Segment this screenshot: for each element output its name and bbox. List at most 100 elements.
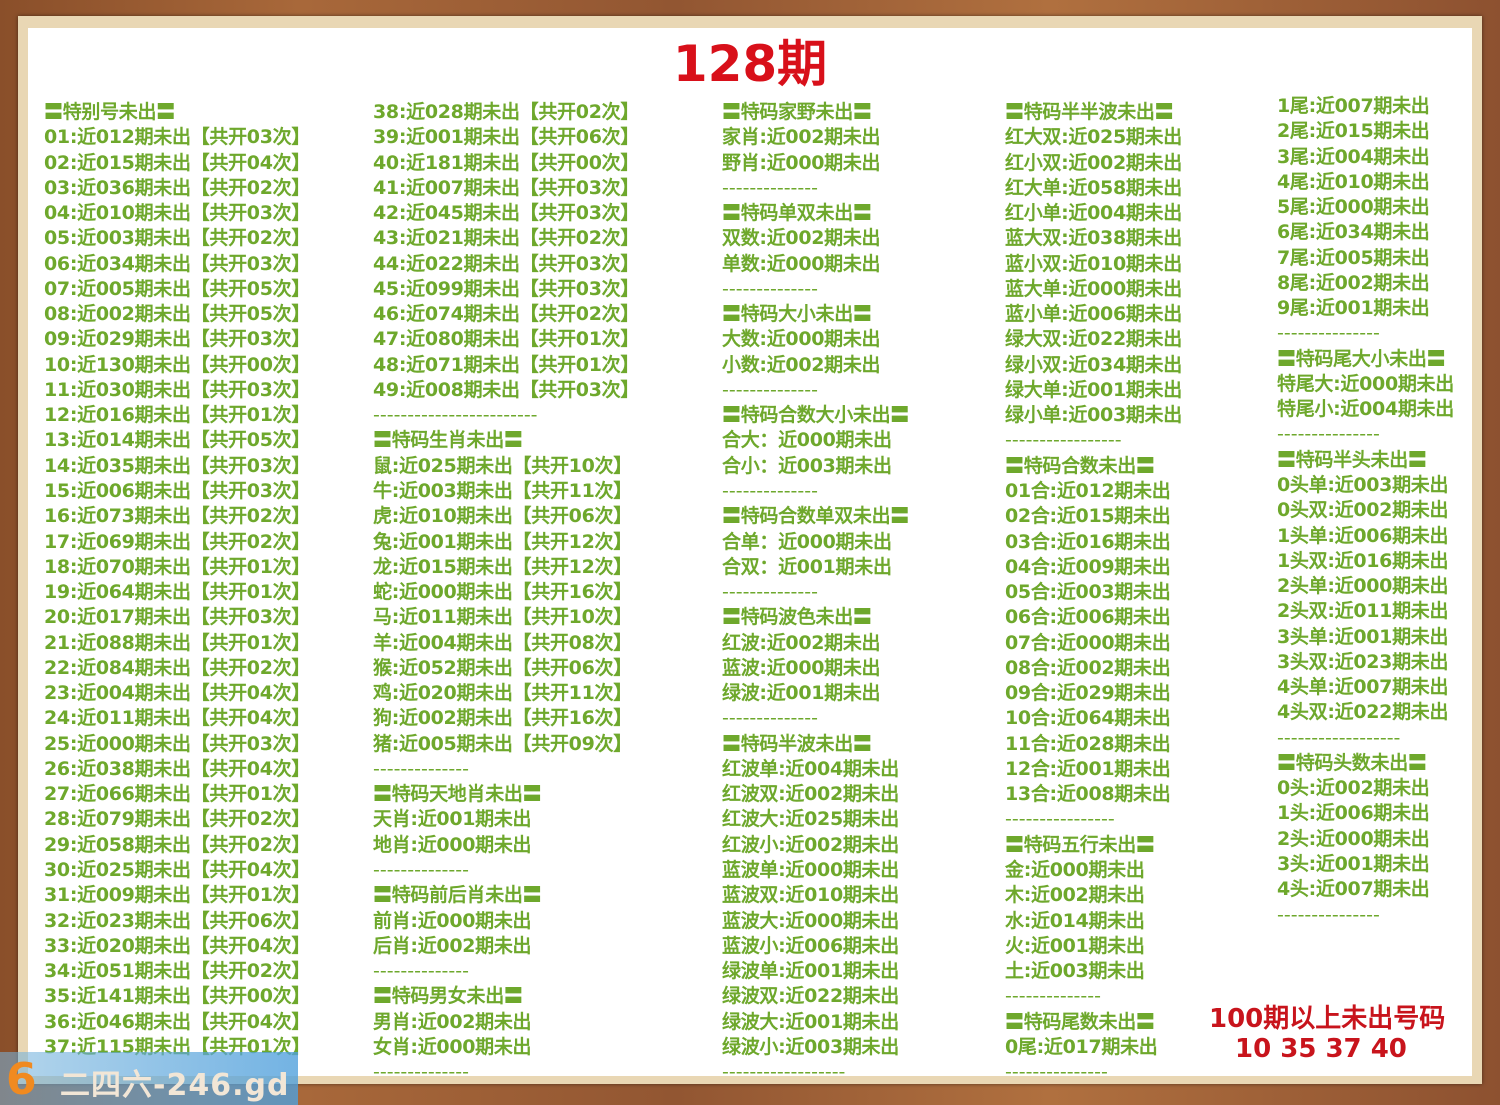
list-item: 4头双:近022期未出 <box>1277 701 1449 724</box>
list-item: 鼠:近025期未出【共开10次】 <box>373 454 632 477</box>
list-item: 4尾:近010期未出 <box>1277 170 1430 193</box>
list-item: 44:近022期未出【共开03次】 <box>373 252 640 275</box>
section-header: 〓特码合数未出〓 <box>1005 454 1155 477</box>
column-attributes-wave: 〓特码家野未出〓 家肖:近002期未出 野肖:近000期未出 ------------… <box>722 100 909 1085</box>
list-item: 07合:近000期未出 <box>1005 631 1171 654</box>
list-item: 绿波:近001期未出 <box>722 682 881 705</box>
list-item: 小数:近002期未出 <box>722 353 881 376</box>
list-item: 特尾小:近004期未出 <box>1277 398 1454 421</box>
list-item: 6尾:近034期未出 <box>1277 221 1430 244</box>
section-header: 〓特码合数单双未出〓 <box>722 505 910 528</box>
divider: -------------- <box>722 479 818 502</box>
list-item: 35:近141期未出【共开00次】 <box>44 985 311 1008</box>
list-item: 14:近035期未出【共开03次】 <box>44 454 311 477</box>
list-item: 28:近079期未出【共开02次】 <box>44 808 311 831</box>
list-item: 11:近030期未出【共开03次】 <box>44 378 311 401</box>
list-item: 蓝波小:近006期未出 <box>722 934 899 957</box>
section-header: 〓特码波色未出〓 <box>722 606 872 629</box>
list-item: 33:近020期未出【共开04次】 <box>44 934 311 957</box>
divider: ---------------- <box>1005 808 1115 831</box>
list-item: 土:近003期未出 <box>1005 960 1145 983</box>
divider: -------------- <box>373 858 469 881</box>
list-item: 牛:近003期未出【共开11次】 <box>373 479 632 502</box>
list-item: 绿小双:近034期未出 <box>1005 353 1182 376</box>
list-item: 红波大:近025期未出 <box>722 808 899 831</box>
over-100-numbers: 10 35 37 40 <box>1235 1034 1407 1064</box>
list-item: 20:近017期未出【共开03次】 <box>44 606 311 629</box>
list-item: 羊:近004期未出【共开08次】 <box>373 631 632 654</box>
list-item: 12合:近001期未出 <box>1005 757 1171 780</box>
list-item: 17:近069期未出【共开02次】 <box>44 530 311 553</box>
divider: --------------- <box>1277 322 1380 345</box>
list-item: 1头:近006期未出 <box>1277 802 1430 825</box>
list-item: 10合:近064期未出 <box>1005 707 1171 730</box>
list-item: 木:近002期未出 <box>1005 884 1145 907</box>
list-item: 猪:近005期未出【共开09次】 <box>373 732 632 755</box>
list-item: 3头双:近023期未出 <box>1277 650 1449 673</box>
list-item: 32:近023期未出【共开06次】 <box>44 909 311 932</box>
divider: --------------- <box>1005 1061 1108 1084</box>
divider: -------------- <box>373 757 469 780</box>
section-header: 〓特码半波未出〓 <box>722 732 872 755</box>
list-item: 03:近036期未出【共开02次】 <box>44 176 311 199</box>
list-item: 12:近016期未出【共开01次】 <box>44 404 311 427</box>
list-item: 24:近011期未出【共开04次】 <box>44 707 311 730</box>
list-item: 男肖:近002期未出 <box>373 1010 532 1033</box>
section-header: 〓特码单双未出〓 <box>722 202 872 225</box>
section-header: 〓特码半半波未出〓 <box>1005 101 1174 123</box>
list-item: 绿小单:近003期未出 <box>1005 404 1182 427</box>
list-item: 红大单:近058期未出 <box>1005 176 1182 199</box>
section-header: 〓特别号未出〓 <box>44 101 175 123</box>
list-item: 22:近084期未出【共开02次】 <box>44 656 311 679</box>
list-item: 30:近025期未出【共开04次】 <box>44 858 311 881</box>
list-item: 水:近014期未出 <box>1005 909 1145 932</box>
list-item: 36:近046期未出【共开04次】 <box>44 1010 311 1033</box>
column-special-numbers: 〓特别号未出〓 01:近012期未出【共开03次】 02:近015期未出【共开04次… <box>44 100 310 1060</box>
list-item: 红波:近002期未出 <box>722 631 881 654</box>
list-item: 05合:近003期未出 <box>1005 581 1171 604</box>
list-item: 07:近005期未出【共开05次】 <box>44 277 311 300</box>
list-item: 31:近009期未出【共开01次】 <box>44 884 311 907</box>
list-item: 23:近004期未出【共开04次】 <box>44 682 311 705</box>
list-item: 红小双:近002期未出 <box>1005 151 1182 174</box>
list-item: 02:近015期未出【共开04次】 <box>44 151 311 174</box>
list-item: 蓝小双:近010期未出 <box>1005 252 1182 275</box>
list-item: 34:近051期未出【共开02次】 <box>44 960 311 983</box>
list-item: 狗:近002期未出【共开16次】 <box>373 707 632 730</box>
section-header: 〓特码五行未出〓 <box>1005 833 1155 856</box>
divider: -------------- <box>373 1061 469 1084</box>
list-item: 1头单:近006期未出 <box>1277 524 1449 547</box>
list-item: 1尾:近007期未出 <box>1277 95 1430 117</box>
divider: --------------- <box>1277 903 1380 926</box>
list-item: 绿波大:近001期未出 <box>722 1010 899 1033</box>
watermark-logo-icon: 6 <box>6 1054 37 1105</box>
list-item: 42:近045期未出【共开03次】 <box>373 202 640 225</box>
divider: -------------- <box>722 378 818 401</box>
list-item: 05:近003期未出【共开02次】 <box>44 227 311 250</box>
issue-title: 128期 <box>672 35 828 93</box>
list-item: 蓝波大:近000期未出 <box>722 909 899 932</box>
list-item: 06合:近006期未出 <box>1005 606 1171 629</box>
list-item: 08合:近002期未出 <box>1005 656 1171 679</box>
list-item: 红小单:近004期未出 <box>1005 202 1182 225</box>
divider: -------------- <box>373 960 469 983</box>
list-item: 0头单:近003期未出 <box>1277 473 1449 496</box>
list-item: 合小：近003期未出 <box>722 454 892 477</box>
list-item: 兔:近001期未出【共开12次】 <box>373 530 632 553</box>
list-item: 0头双:近002期未出 <box>1277 499 1449 522</box>
list-item: 49:近008期未出【共开03次】 <box>373 378 640 401</box>
list-item: 合单：近000期未出 <box>722 530 892 553</box>
list-item: 单数:近000期未出 <box>722 252 881 275</box>
list-item: 绿大单:近001期未出 <box>1005 378 1182 401</box>
list-item: 18:近070期未出【共开01次】 <box>44 555 311 578</box>
section-header: 〓特码大小未出〓 <box>722 303 872 326</box>
list-item: 11合:近028期未出 <box>1005 732 1171 755</box>
list-item: 21:近088期未出【共开01次】 <box>44 631 311 654</box>
list-item: 13:近014期未出【共开05次】 <box>44 429 311 452</box>
list-item: 蓝波双:近010期未出 <box>722 884 899 907</box>
list-item: 马:近011期未出【共开10次】 <box>373 606 632 629</box>
divider: -------------- <box>1005 985 1101 1008</box>
list-item: 41:近007期未出【共开03次】 <box>373 176 640 199</box>
list-item: 5尾:近000期未出 <box>1277 196 1430 219</box>
list-item: 红大双:近025期未出 <box>1005 126 1182 149</box>
